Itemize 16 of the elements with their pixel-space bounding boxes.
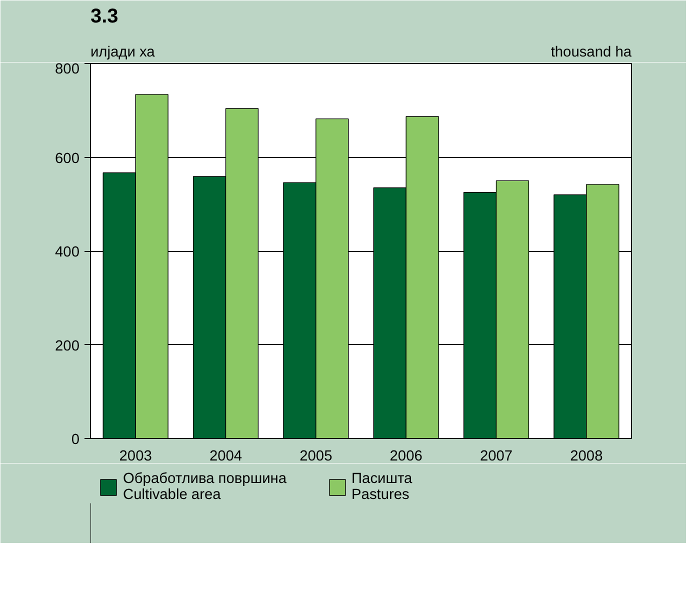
y-tick-label: 600 bbox=[55, 150, 80, 167]
y-tick-label: 0 bbox=[71, 432, 80, 448]
x-tick-label: 2008 bbox=[570, 448, 603, 464]
x-tick-label: 2006 bbox=[390, 448, 422, 464]
x-tick-label: 2003 bbox=[119, 448, 152, 464]
x-tick-label: 2005 bbox=[300, 448, 332, 464]
y-tick-label: 400 bbox=[55, 244, 80, 260]
x-tick-label: 2007 bbox=[480, 448, 513, 464]
y2-axis-title: thousand ha bbox=[550, 44, 632, 60]
legend-label: Обработлива површина Cultivable area bbox=[123, 471, 287, 503]
x-tick-label: 2004 bbox=[209, 448, 242, 464]
y-axis-title: илјади ха bbox=[90, 44, 156, 60]
chart-title: 3.3 bbox=[90, 6, 118, 28]
y-tick-label: 800 bbox=[55, 62, 80, 78]
legend-label: Пасишта Pastures bbox=[352, 471, 412, 503]
y-tick-label: 200 bbox=[55, 338, 80, 354]
